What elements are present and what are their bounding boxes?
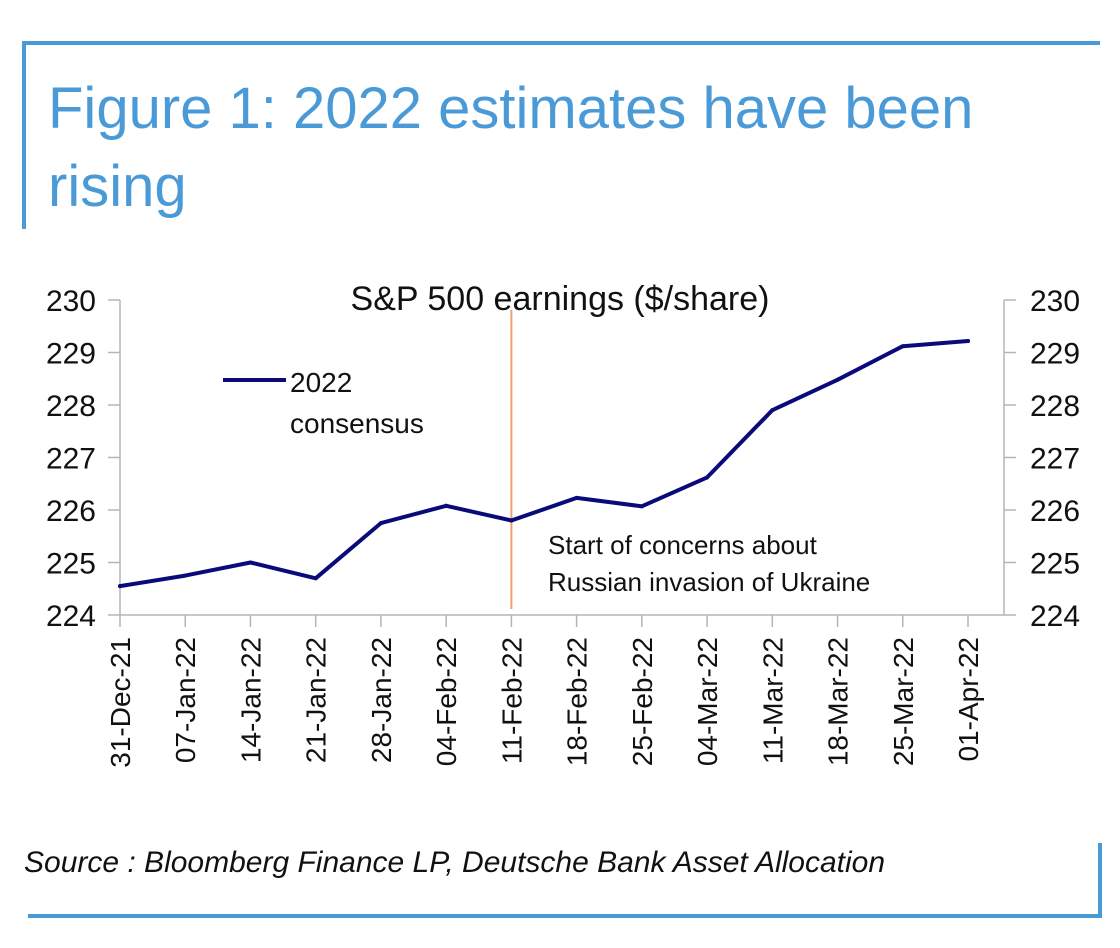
x-tick-label: 28-Jan-22 [366, 637, 397, 763]
y-tick-label-left: 229 [46, 338, 96, 371]
x-tick-label: 18-Mar-22 [823, 637, 854, 766]
y-tick-label-right: 229 [1030, 338, 1080, 371]
y-tick-label-right: 224 [1030, 600, 1080, 633]
x-tick-label: 07-Jan-22 [170, 637, 201, 763]
chart-title: S&P 500 earnings ($/share) [351, 280, 770, 318]
data-point [378, 521, 383, 526]
data-point [118, 584, 122, 589]
chart-marks [118, 310, 970, 609]
y-tick-label-left: 225 [46, 548, 96, 581]
x-tick-label: 11-Mar-22 [757, 637, 788, 764]
frame-top-rule [22, 41, 1100, 45]
annotation-line1: Start of concerns about [548, 530, 818, 560]
y-tick-label-left: 230 [46, 285, 96, 318]
y-tick-label-right: 228 [1030, 390, 1080, 423]
x-tick-label: 31-Dec-21 [105, 637, 136, 768]
data-point [509, 518, 514, 523]
y-tick-label-left: 227 [46, 443, 96, 476]
y-tick-label-right: 226 [1030, 495, 1080, 528]
data-point [835, 377, 840, 382]
data-point [966, 338, 970, 343]
y-tick-label-right: 227 [1030, 443, 1080, 476]
legend-label-line2: consensus [290, 408, 424, 439]
figure-title: Figure 1: 2022 estimates have been risin… [48, 76, 974, 219]
data-point [900, 344, 905, 349]
frame-left-rule [22, 41, 26, 229]
legend-label-line1: 2022 [290, 367, 352, 398]
x-tick-label: 18-Feb-22 [562, 637, 593, 766]
x-tick-label: 01-Apr-22 [953, 637, 984, 762]
frame-right-rule [1098, 843, 1102, 918]
data-point [183, 573, 188, 578]
y-tick-label-left: 228 [46, 390, 96, 423]
data-point [444, 503, 449, 508]
chart-ticks: 224 225 226 227 228 229 230 224 225 226 227 228 229 2… [46, 285, 1080, 768]
frame-bottom-rule [28, 914, 1102, 918]
annotation-line2: Russian invasion of Ukraine [548, 567, 870, 597]
x-tick-label: 25-Mar-22 [888, 637, 919, 766]
data-point [313, 576, 318, 581]
x-tick-label: 14-Jan-22 [235, 637, 266, 763]
data-point [248, 560, 253, 565]
x-tick-label: 04-Feb-22 [431, 637, 462, 766]
source-note: Source : Bloomberg Finance LP, Deutsche … [24, 846, 886, 879]
y-tick-label-right: 230 [1030, 285, 1080, 318]
y-tick-label-right: 225 [1030, 548, 1080, 581]
x-tick-label: 25-Feb-22 [627, 637, 658, 766]
series-line-2022-consensus [118, 339, 970, 589]
data-point [574, 495, 579, 500]
data-point [705, 475, 710, 480]
line-chart: S&P 500 earnings ($/share) 2242252262272… [46, 280, 1080, 768]
data-point [770, 408, 775, 413]
data-point [639, 504, 644, 509]
y-tick-label-left: 226 [46, 495, 96, 528]
x-tick-label: 21-Jan-22 [301, 637, 332, 763]
x-tick-label: 04-Mar-22 [692, 637, 723, 766]
x-tick-label: 11-Feb-22 [496, 637, 527, 764]
y-tick-label-left: 224 [46, 600, 96, 633]
